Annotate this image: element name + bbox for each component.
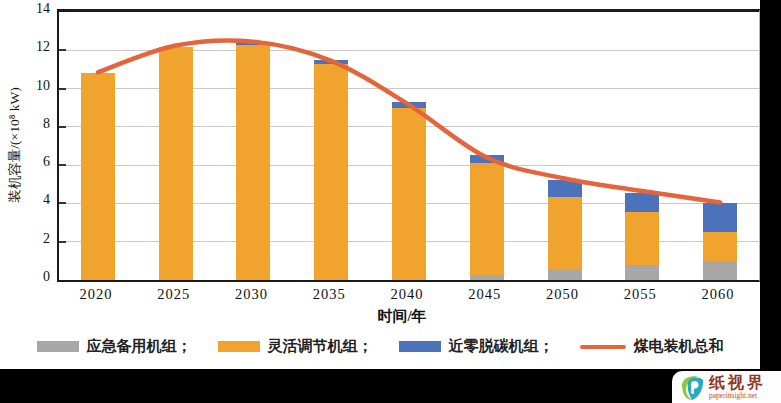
chart-screenshot: 装机容量/(×10⁸ kW) 时间/年 应急备用机组； 灵活调节机组； 近零脱碳机组… [0,0,781,403]
legend-rect-swatch [37,341,79,352]
legend-rect-swatch [218,341,260,352]
y-tick-label: 14 [8,1,50,17]
y-tick-label: 12 [8,39,50,55]
legend-label: 煤电装机总和 [634,337,724,356]
legend-label: 灵活调节机组； [268,337,373,356]
legend-item: 应急备用机组； [37,337,192,356]
y-tick-label: 0 [8,269,50,285]
legend-label: 应急备用机组； [87,337,192,356]
right-black-bar [760,0,781,403]
y-axis-label: 装机容量/(×10⁸ kW) [6,87,24,202]
bottom-black-bar [0,369,781,403]
x-tick-label: 2040 [372,286,442,303]
x-tick-label: 2025 [139,286,209,303]
total-line [59,12,759,280]
legend-item: 煤电装机总和 [580,337,724,356]
y-tick-label: 6 [8,154,50,170]
legend: 应急备用机组； 灵活调节机组； 近零脱碳机组； 煤电装机总和 [0,337,760,356]
legend-rect-swatch [399,341,441,352]
x-tick-label: 2030 [216,286,286,303]
watermark: 纸视界 paperinsight.net [672,371,781,403]
x-tick-label: 2045 [450,286,520,303]
legend-item: 近零脱碳机组； [399,337,554,356]
legend-label: 近零脱碳机组； [449,337,554,356]
plot-area [57,9,760,282]
legend-line-swatch [580,345,626,349]
x-axis-label: 时间/年 [377,307,426,326]
x-tick-label: 2055 [605,286,675,303]
watermark-logo-icon [678,374,705,401]
x-tick-label: 2060 [683,286,753,303]
x-tick-label: 2035 [294,286,364,303]
y-tick-label: 4 [8,192,50,208]
watermark-brand: 纸视界 [709,375,766,391]
y-tick-label: 10 [8,78,50,94]
x-tick-label: 2020 [61,286,131,303]
legend-item: 灵活调节机组； [218,337,373,356]
y-tick-label: 8 [8,116,50,132]
x-tick-label: 2050 [528,286,598,303]
y-tick-label: 2 [8,231,50,247]
watermark-domain: paperinsight.net [709,392,766,400]
